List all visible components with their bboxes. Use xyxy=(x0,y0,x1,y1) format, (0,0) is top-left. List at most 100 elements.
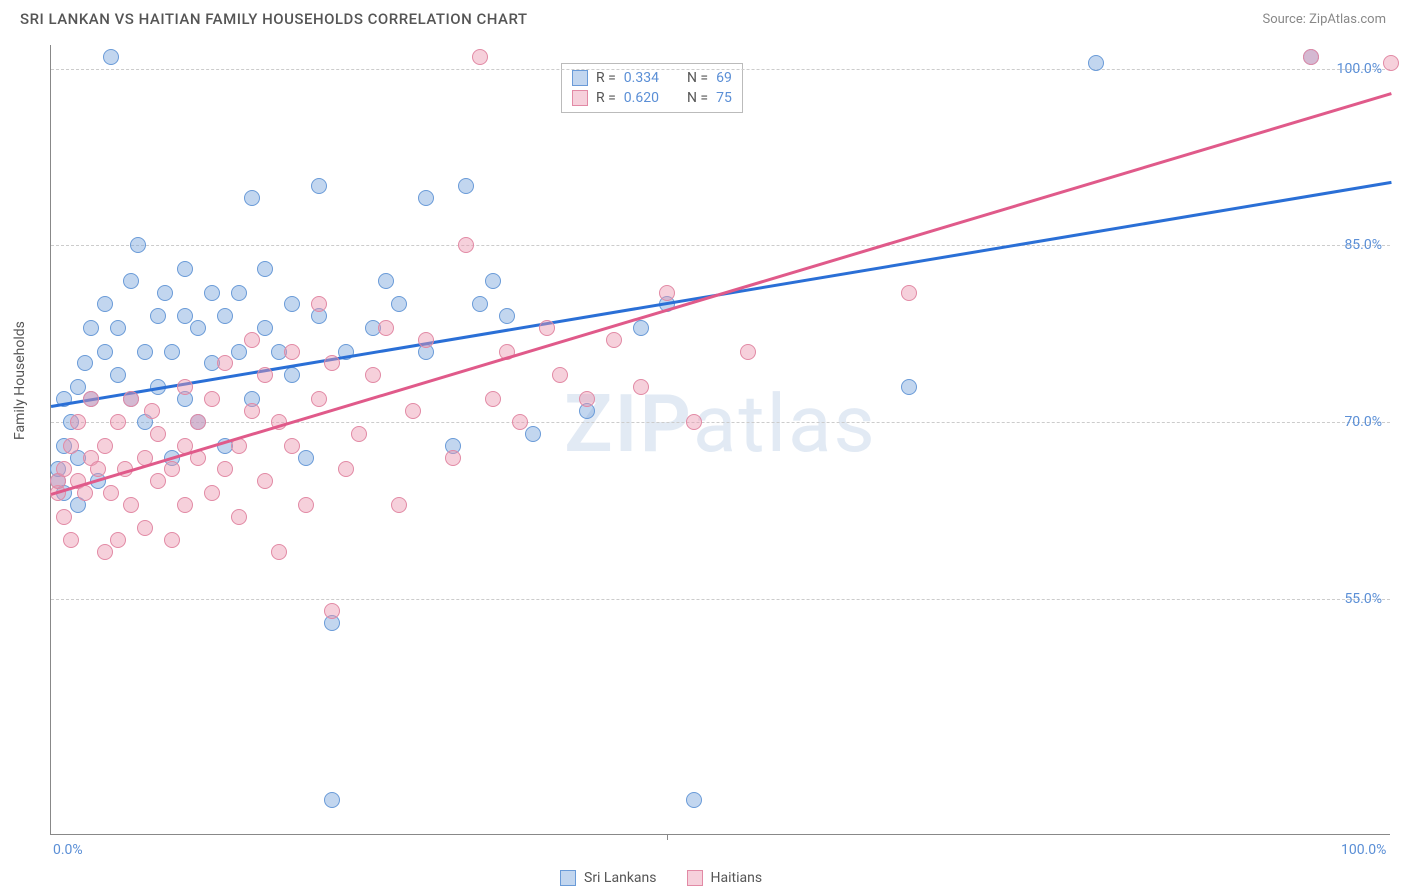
scatter-point xyxy=(56,461,72,477)
scatter-point xyxy=(901,379,917,395)
scatter-point xyxy=(458,178,474,194)
scatter-point xyxy=(63,438,79,454)
correlation-legend: R =0.334N =69R =0.620N =75 xyxy=(561,63,743,113)
scatter-point xyxy=(244,403,260,419)
scatter-point xyxy=(606,332,622,348)
scatter-point xyxy=(204,285,220,301)
scatter-point xyxy=(164,344,180,360)
scatter-point xyxy=(130,237,146,253)
scatter-point xyxy=(83,320,99,336)
scatter-point xyxy=(338,461,354,477)
scatter-point xyxy=(525,426,541,442)
scatter-point xyxy=(217,461,233,477)
scatter-point xyxy=(391,296,407,312)
source-label: Source: ZipAtlas.com xyxy=(1262,12,1386,27)
legend-series-item: Haitians xyxy=(687,870,763,886)
legend-swatch xyxy=(687,870,703,886)
scatter-point xyxy=(365,367,381,383)
scatter-point xyxy=(539,320,555,336)
scatter-point xyxy=(164,532,180,548)
scatter-point xyxy=(499,308,515,324)
x-tick-label: 0.0% xyxy=(53,842,83,858)
scatter-point xyxy=(257,367,273,383)
grid-line xyxy=(51,69,1390,70)
legend-n-value: 69 xyxy=(716,70,732,86)
y-tick-label: 55.0% xyxy=(1344,591,1382,607)
chart-title: SRI LANKAN VS HAITIAN FAMILY HOUSEHOLDS … xyxy=(20,10,528,28)
scatter-point xyxy=(472,49,488,65)
scatter-point xyxy=(418,190,434,206)
scatter-point xyxy=(217,355,233,371)
scatter-point xyxy=(445,450,461,466)
scatter-point xyxy=(157,285,173,301)
scatter-point xyxy=(1383,55,1399,71)
x-tick-mark xyxy=(667,834,668,840)
y-tick-label: 70.0% xyxy=(1344,414,1382,430)
scatter-point xyxy=(298,497,314,513)
scatter-point xyxy=(324,355,340,371)
scatter-point xyxy=(217,308,233,324)
legend-swatch xyxy=(572,90,588,106)
scatter-point xyxy=(97,296,113,312)
scatter-point xyxy=(90,461,106,477)
scatter-point xyxy=(311,391,327,407)
scatter-point xyxy=(324,603,340,619)
scatter-point xyxy=(204,485,220,501)
scatter-point xyxy=(177,379,193,395)
scatter-point xyxy=(123,497,139,513)
legend-swatch xyxy=(560,870,576,886)
scatter-point xyxy=(1088,55,1104,71)
scatter-point xyxy=(311,296,327,312)
scatter-point xyxy=(391,497,407,513)
scatter-point xyxy=(56,509,72,525)
legend-r-label: R = xyxy=(596,70,616,86)
scatter-point xyxy=(485,273,501,289)
scatter-point xyxy=(97,438,113,454)
scatter-point xyxy=(150,308,166,324)
watermark: ZIPatlas xyxy=(564,377,877,471)
scatter-point xyxy=(83,391,99,407)
scatter-point xyxy=(485,391,501,407)
scatter-point xyxy=(110,320,126,336)
scatter-point xyxy=(97,344,113,360)
legend-swatch xyxy=(572,70,588,86)
scatter-point xyxy=(103,485,119,501)
scatter-point xyxy=(144,403,160,419)
scatter-point xyxy=(77,355,93,371)
scatter-point xyxy=(472,296,488,312)
scatter-point xyxy=(231,285,247,301)
scatter-point xyxy=(204,391,220,407)
legend-series-label: Sri Lankans xyxy=(584,870,657,886)
scatter-point xyxy=(177,308,193,324)
scatter-point xyxy=(103,49,119,65)
legend-row: R =0.620N =75 xyxy=(572,88,732,108)
scatter-point xyxy=(164,461,180,477)
trend-line xyxy=(51,92,1392,495)
scatter-point xyxy=(97,544,113,560)
y-tick-label: 85.0% xyxy=(1344,237,1382,253)
scatter-point xyxy=(257,473,273,489)
y-tick-label: 100.0% xyxy=(1337,61,1382,77)
scatter-point xyxy=(324,792,340,808)
scatter-point xyxy=(686,792,702,808)
scatter-point xyxy=(633,320,649,336)
scatter-point xyxy=(284,296,300,312)
scatter-point xyxy=(659,285,675,301)
scatter-point xyxy=(298,450,314,466)
scatter-point xyxy=(351,426,367,442)
x-tick-label: 100.0% xyxy=(1341,842,1386,858)
scatter-point xyxy=(150,473,166,489)
legend-n-label: N = xyxy=(687,90,708,106)
scatter-point xyxy=(137,344,153,360)
scatter-point xyxy=(190,320,206,336)
scatter-point xyxy=(1303,49,1319,65)
scatter-point xyxy=(284,367,300,383)
scatter-point xyxy=(244,332,260,348)
scatter-point xyxy=(70,414,86,430)
scatter-point xyxy=(901,285,917,301)
scatter-point xyxy=(311,178,327,194)
scatter-point xyxy=(552,367,568,383)
grid-line xyxy=(51,599,1390,600)
scatter-point xyxy=(63,532,79,548)
scatter-point xyxy=(378,320,394,336)
